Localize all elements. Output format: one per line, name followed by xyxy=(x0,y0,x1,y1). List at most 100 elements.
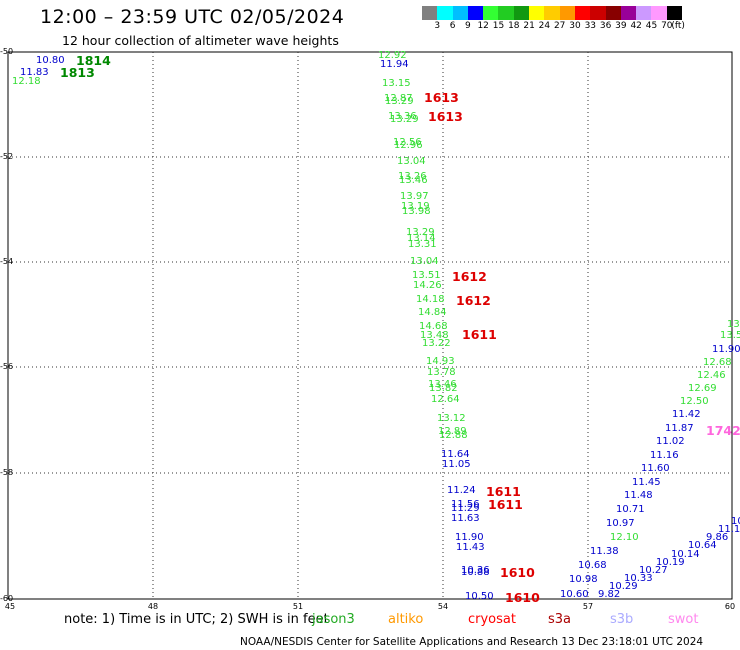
wave-height-label: 13.15 xyxy=(382,78,411,89)
wave-height-label: 11.1 xyxy=(718,524,740,535)
color-scale-label: 18 xyxy=(508,21,520,31)
color-swatch xyxy=(620,6,637,20)
pass-number-label: 1612 xyxy=(452,269,487,284)
pass-number-label: 1813 xyxy=(60,65,95,80)
color-swatch xyxy=(544,6,560,20)
pass-number-label: 1611 xyxy=(486,484,521,499)
latitude-label: -50 xyxy=(0,47,14,56)
wave-height-label: 10.33 xyxy=(624,573,653,584)
color-scale-label: 3 xyxy=(434,21,441,31)
wave-height-label: 10.68 xyxy=(578,560,607,571)
wave-height-label: 13.22 xyxy=(422,338,451,349)
wave-height-label: 11.87 xyxy=(665,423,694,434)
wave-height-label: 11.90 xyxy=(455,532,484,543)
wave-height-label: 12.69 xyxy=(688,383,717,394)
wave-height-label: 10 xyxy=(731,516,740,527)
page-subtitle: 12 hour collection of altimeter wave hei… xyxy=(62,33,339,48)
latitude-label: -60 xyxy=(0,594,14,603)
wave-height-label: 12.68 xyxy=(703,357,732,368)
color-scale-label: 45 xyxy=(645,21,658,31)
color-scale-label: 30 xyxy=(569,21,581,31)
wave-height-label: 13.48 xyxy=(420,330,449,341)
pass-number-label: 1613 xyxy=(424,90,459,105)
satellite-legend-item: s3a xyxy=(548,612,572,627)
wave-height-label: 14.26 xyxy=(413,280,442,291)
wave-height-label: 11.64 xyxy=(441,449,470,460)
color-scale-label: 70 xyxy=(661,21,673,31)
wave-height-label: 14.84 xyxy=(418,307,447,318)
wave-height-label: 12.46 xyxy=(697,370,726,381)
longitude-label: 45 xyxy=(4,602,16,611)
color-scale-label: 27 xyxy=(553,21,566,31)
wave-height-label: 12.96 xyxy=(394,140,423,151)
pass-number-label: 1742 xyxy=(706,423,740,438)
wave-height-label: 13.19 xyxy=(401,201,430,212)
wave-height-label: 11.56 xyxy=(451,499,480,510)
pass-number-label: 1814 xyxy=(76,53,111,68)
wave-height-label: 9.86 xyxy=(706,532,729,543)
gridlines xyxy=(8,52,732,599)
wave-height-label: 13.29 xyxy=(385,96,414,107)
color-scale-bar xyxy=(422,6,683,20)
wave-height-label: 13.04 xyxy=(397,156,426,167)
longitude-label: 60 xyxy=(724,602,736,611)
wave-height-label: 13.82 xyxy=(429,383,458,394)
wave-height-label: 13.12 xyxy=(437,413,466,424)
color-scale-label: 24 xyxy=(538,21,551,31)
wave-height-label: 13.46 xyxy=(399,175,428,186)
latitude-label: -58 xyxy=(0,468,14,477)
wave-height-label: 11.83 xyxy=(20,67,49,78)
wave-height-label: 11.02 xyxy=(656,436,685,447)
pass-number-label: 1610 xyxy=(500,565,535,580)
color-swatch xyxy=(529,6,545,20)
wave-height-label: 13.14 xyxy=(407,233,436,244)
wave-height-label: 11.42 xyxy=(672,409,701,420)
color-scale-label: 36 xyxy=(599,21,612,31)
wave-height-label: 13.97 xyxy=(400,191,429,202)
wave-height-label: 11.45 xyxy=(632,477,661,488)
color-scale-label: 42 xyxy=(630,21,642,31)
wave-height-label: 13.31 xyxy=(408,239,437,250)
color-swatch xyxy=(636,6,652,20)
color-scale-label: 6 xyxy=(449,21,456,31)
wave-height-label: 11.63 xyxy=(451,513,480,524)
color-swatch xyxy=(666,6,683,20)
wave-height-label: 13.29 xyxy=(406,227,435,238)
pass-number-label: 1611 xyxy=(488,497,523,512)
color-swatch xyxy=(651,6,667,20)
pass-number-label: 1613 xyxy=(428,109,463,124)
color-swatch xyxy=(590,6,606,20)
wave-height-label: 13.78 xyxy=(427,367,456,378)
footer-credit: NOAA/NESDIS Center for Satellite Applica… xyxy=(240,636,704,648)
wave-height-label: 10.88 xyxy=(461,567,490,578)
longitude-label: 54 xyxy=(437,602,449,611)
wave-height-label: 11.29 xyxy=(451,503,480,514)
wave-height-label: 14.93 xyxy=(426,356,455,367)
wave-height-label: 13.36 xyxy=(388,111,417,122)
color-swatch xyxy=(559,6,575,20)
wave-height-label: 11.48 xyxy=(624,490,653,501)
wave-height-label: 12.92 xyxy=(378,50,407,61)
wave-height-label: 10.29 xyxy=(609,581,638,592)
wave-height-label: 10.64 xyxy=(688,540,717,551)
wave-height-label: 11.94 xyxy=(380,59,409,70)
wave-height-label: 10.27 xyxy=(639,565,668,576)
color-swatch xyxy=(483,6,499,20)
legend-note: note: 1) Time is in UTC; 2) SWH is in fe… xyxy=(64,612,329,627)
pass-number-label: 1611 xyxy=(462,327,497,342)
wave-height-label: 12.18 xyxy=(12,76,41,87)
pass-number-label: 1612 xyxy=(456,293,491,308)
wave-height-label: 10.36 xyxy=(461,565,490,576)
wave-height-label: 10.50 xyxy=(465,591,494,602)
satellite-legend-item: s3b xyxy=(610,612,634,627)
wave-height-label: 12.89 xyxy=(438,426,467,437)
wave-height-label: 14.68 xyxy=(419,321,448,332)
wave-height-label: 13.98 xyxy=(402,206,431,217)
wave-height-label: 10.60 xyxy=(560,589,589,600)
wave-height-label: 12.64 xyxy=(431,394,460,405)
color-scale-label: 39 xyxy=(615,21,627,31)
wave-height-label: 10.19 xyxy=(656,557,685,568)
wave-height-label: 13.04 xyxy=(410,256,439,267)
color-scale-label: 15 xyxy=(492,21,505,31)
